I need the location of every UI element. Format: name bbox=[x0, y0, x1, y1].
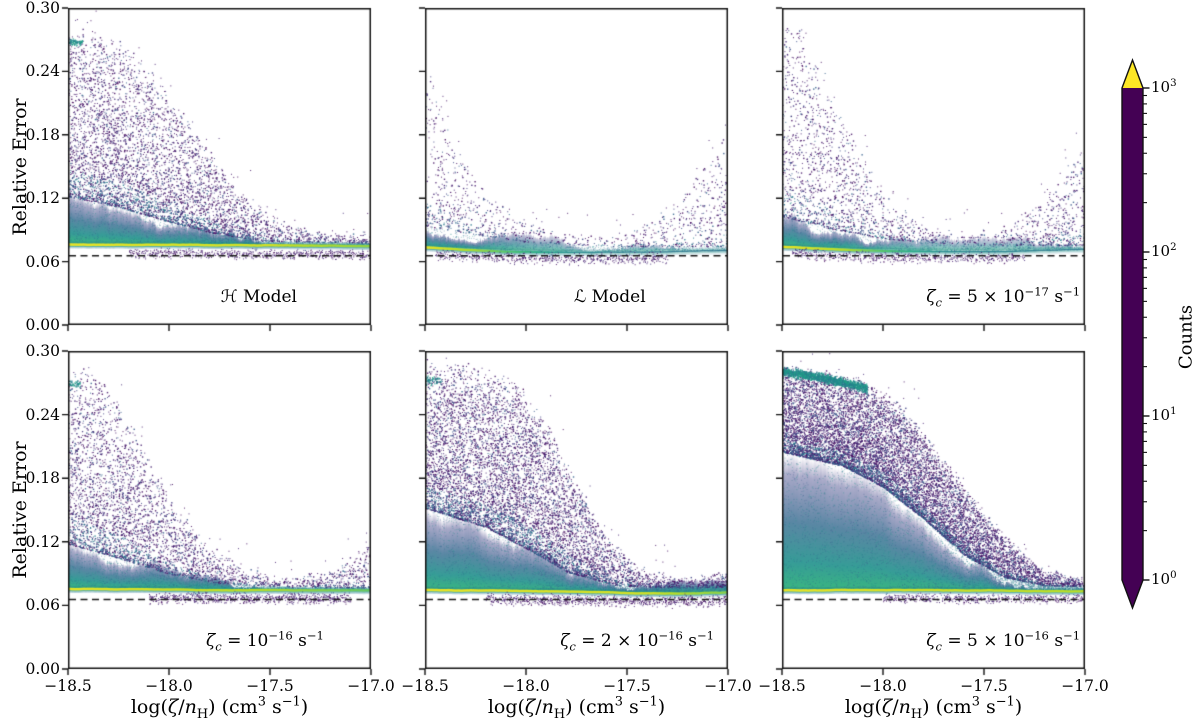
y-axis-label-top-row: Relative Error bbox=[9, 97, 31, 236]
x-tick-label: −18.5 bbox=[44, 677, 92, 695]
x-tick-label: −17.0 bbox=[1061, 677, 1109, 695]
y-tick-label: 0.06 bbox=[25, 252, 60, 271]
x-axis-label-col1: log(ζ/nH) (cm3 s−1) bbox=[130, 694, 309, 722]
colorbar-extend-min-arrow bbox=[1122, 580, 1143, 608]
x-tick-label: −17.0 bbox=[347, 677, 395, 695]
colorbar-label: Counts bbox=[1175, 304, 1197, 370]
x-tick-label: −18.5 bbox=[758, 677, 806, 695]
panel-label-h-model: ℋ Model bbox=[220, 287, 297, 307]
y-tick-label: 0.24 bbox=[25, 405, 60, 424]
x-tick-label: −18.0 bbox=[145, 677, 193, 695]
y-axis-label-bottom-row: Relative Error bbox=[9, 441, 31, 579]
panel-label-l-model: ℒ Model bbox=[573, 287, 646, 307]
x-tick-label: −18.5 bbox=[401, 677, 449, 695]
y-tick-label: 0.24 bbox=[25, 62, 60, 81]
y-tick-label: 0.30 bbox=[25, 0, 60, 17]
colorbar-tick-label: 101 bbox=[1151, 406, 1177, 424]
x-tick-label: −17.5 bbox=[960, 677, 1008, 695]
colorbar-tick-label: 103 bbox=[1151, 78, 1177, 96]
y-tick-label: 0.00 bbox=[25, 316, 60, 334]
y-tick-label: 0.30 bbox=[25, 342, 60, 360]
y-tick-label: 0.18 bbox=[25, 125, 60, 144]
x-tick-label: −17.5 bbox=[603, 677, 651, 695]
y-tick-label: 0.12 bbox=[25, 189, 60, 208]
x-tick-label: −18.0 bbox=[502, 677, 550, 695]
x-tick-label: −17.5 bbox=[246, 677, 294, 695]
y-tick-label: 0.00 bbox=[25, 660, 60, 678]
panel-label-zeta-5e-16: ζc = 5 × 10−16 s−1 bbox=[926, 628, 1081, 654]
panel-label-zeta-5e-17: ζc = 5 × 10−17 s−1 bbox=[926, 284, 1081, 310]
colorbar-tick-label: 102 bbox=[1151, 242, 1177, 260]
panel-label-zeta-2e-16: ζc = 2 × 10−16 s−1 bbox=[560, 628, 714, 654]
y-tick-label: 0.06 bbox=[25, 596, 60, 615]
y-tick-label: 0.18 bbox=[25, 469, 60, 488]
y-tick-label: 0.12 bbox=[25, 532, 60, 551]
colorbar-gradient bbox=[1121, 58, 1150, 610]
x-tick-label: −17.0 bbox=[704, 677, 752, 695]
x-tick-label: −18.0 bbox=[859, 677, 907, 695]
x-axis-label-col2: log(ζ/nH) (cm3 s−1) bbox=[487, 694, 666, 722]
x-axis-label-col3: log(ζ/nH) (cm3 s−1) bbox=[844, 694, 1023, 722]
colorbar-extend-max-arrow bbox=[1122, 60, 1143, 88]
panel-label-zeta-1e-16: ζc = 10−16 s−1 bbox=[205, 628, 324, 654]
colorbar-tick-label: 100 bbox=[1151, 570, 1177, 588]
